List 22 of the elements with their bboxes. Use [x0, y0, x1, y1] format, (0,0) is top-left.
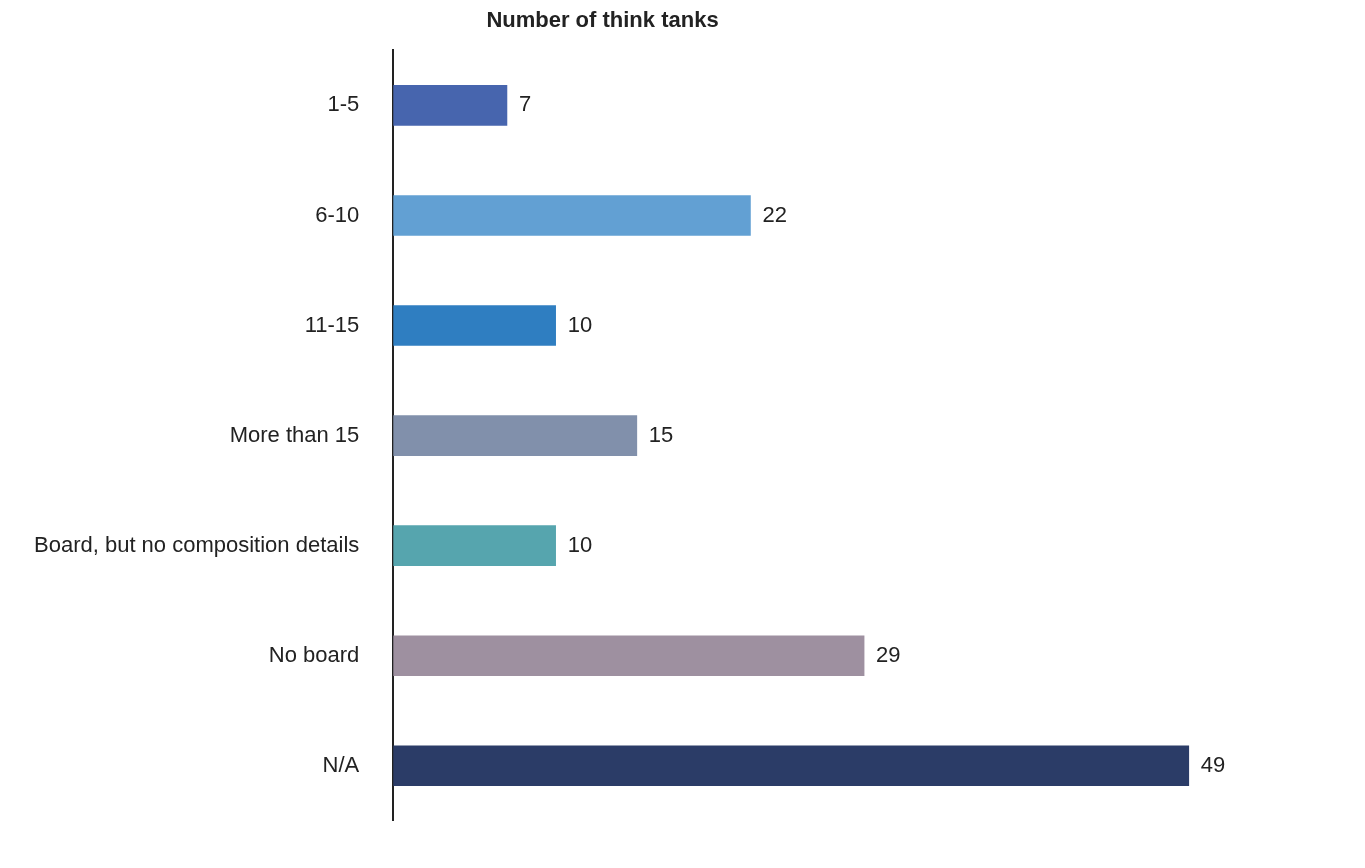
bar [393, 635, 865, 677]
bar [393, 745, 1190, 787]
y-tick-label: Board, but no composition details [33, 531, 360, 557]
data-label: 10 [567, 311, 593, 337]
bar [393, 305, 556, 346]
data-label: 15 [648, 421, 674, 447]
y-tick-label: More than 15 [229, 421, 360, 447]
y-tick-label: 11-15 [304, 311, 360, 337]
bar [393, 525, 556, 566]
y-tick-label: 1-5 [327, 91, 360, 117]
chart-title: Number of think tanks [486, 7, 719, 33]
y-tick-label: 6-10 [315, 201, 360, 227]
bar [393, 195, 751, 236]
data-label: 7 [518, 91, 532, 117]
data-label: 10 [567, 531, 593, 557]
y-tick-label: No board [268, 641, 360, 667]
y-tick-label: N/A [322, 751, 360, 777]
bar [393, 85, 508, 126]
data-label: 29 [876, 641, 901, 667]
bar [393, 415, 638, 456]
data-label: 49 [1200, 751, 1226, 777]
data-label: 22 [762, 201, 787, 227]
